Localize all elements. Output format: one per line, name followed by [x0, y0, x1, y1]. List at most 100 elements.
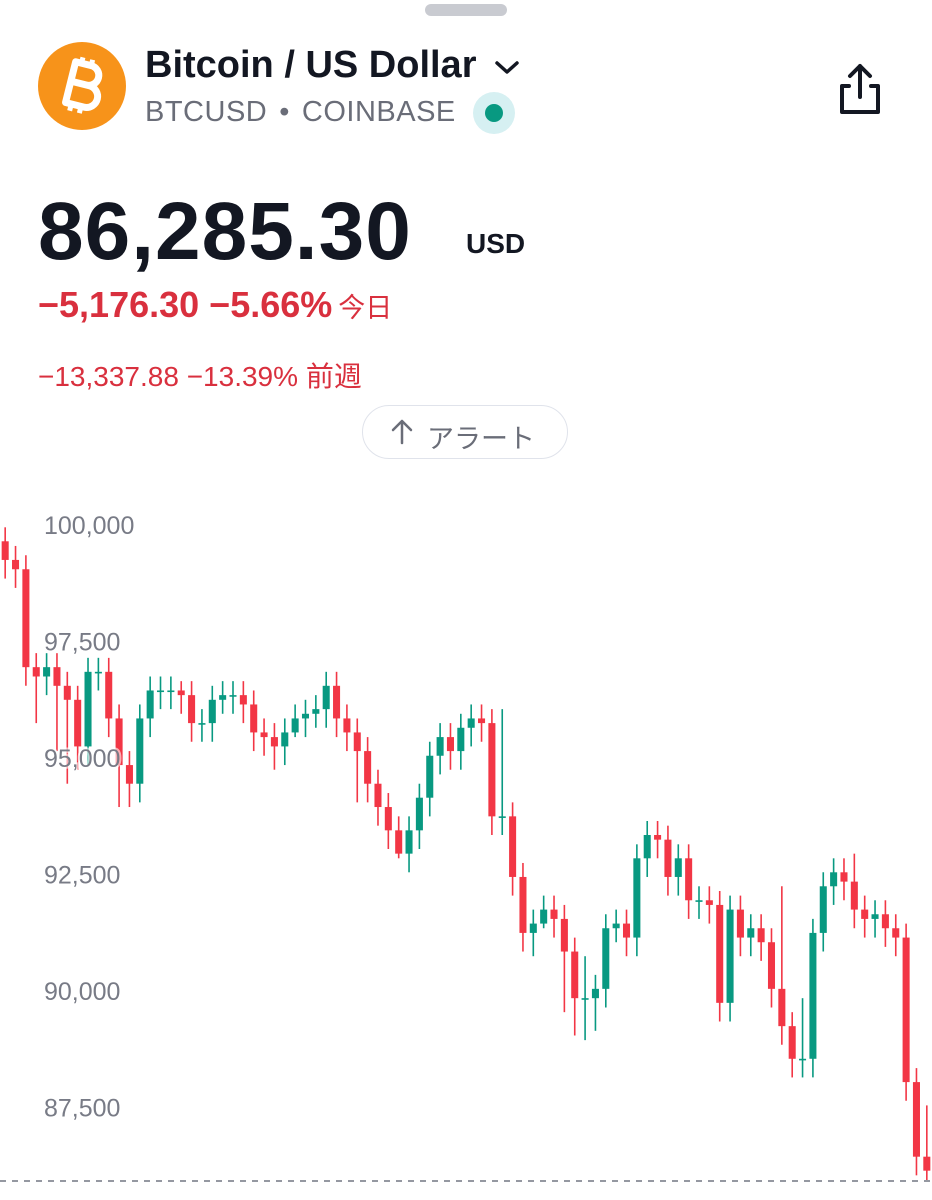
separator: • [279, 96, 290, 128]
ticker: BTCUSD [145, 96, 268, 128]
candle-body [43, 667, 51, 677]
bitcoin-logo [38, 42, 126, 130]
candle-body [850, 881, 858, 910]
candle-body [612, 923, 620, 929]
candle-body [778, 988, 786, 1027]
candle-body [809, 932, 817, 1059]
week-period: 前週 [305, 361, 362, 392]
candle-body [239, 695, 247, 705]
candle-body [343, 718, 351, 733]
candle-body [571, 951, 579, 999]
change-period: 今日 [338, 293, 393, 323]
candle-body [633, 858, 641, 938]
candle-body [156, 690, 165, 693]
symbol-title[interactable]: Bitcoin / US Dollar [145, 44, 477, 86]
y-tick-label: 90,000 [44, 978, 120, 1006]
drag-handle[interactable] [425, 4, 507, 16]
candle-body [674, 858, 682, 877]
week-change-percent: −13.39% [186, 361, 299, 392]
candle-body [912, 1082, 920, 1157]
candle-body [312, 709, 320, 714]
candle-body [892, 928, 900, 938]
candle-body [509, 816, 517, 877]
candle-body [115, 718, 123, 766]
candle-body [322, 685, 330, 710]
candle-body [457, 727, 465, 752]
weekly-change: −13,337.88 −13.39% 前週 [38, 355, 362, 395]
dropdown-chevron[interactable] [495, 61, 519, 74]
candle-body [291, 718, 299, 733]
share-icon[interactable] [840, 64, 880, 114]
candle-body [105, 671, 113, 719]
candle-body [1, 541, 9, 560]
candles [1, 527, 931, 1180]
candle-body [726, 909, 734, 1003]
candle-body [260, 732, 268, 738]
candle-body [270, 737, 278, 747]
candle-body [788, 1026, 796, 1059]
candle-body [716, 904, 724, 1003]
candle-body [333, 685, 341, 719]
candle-body [881, 914, 889, 929]
arrow-icon [391, 419, 413, 445]
candle-body [830, 872, 838, 887]
candle-body [281, 732, 289, 747]
candle-body [229, 695, 237, 697]
candle-body [32, 667, 40, 677]
change-value: −5,176.30 [38, 284, 200, 325]
candle-body [405, 830, 413, 854]
candle-body [550, 909, 558, 919]
candle-body [902, 937, 910, 1083]
week-change-value: −13,337.88 [38, 361, 179, 392]
candle-body [467, 718, 475, 728]
candle-body [654, 835, 662, 840]
candle-body [74, 699, 82, 747]
candle-body [840, 872, 848, 882]
candle-body [415, 797, 423, 831]
candle-body [426, 755, 434, 798]
candle-body [799, 1058, 807, 1061]
candle-body [767, 942, 776, 989]
candle-body [188, 695, 196, 724]
candle-body [384, 807, 392, 831]
candle-body [22, 569, 30, 668]
candle-body [871, 914, 879, 919]
candle-body [478, 718, 486, 724]
candle-body [923, 1156, 931, 1171]
candle-body [53, 667, 61, 686]
candle-body [819, 886, 827, 933]
y-tick-label: 95,000 [44, 745, 120, 773]
candle-body [602, 928, 610, 989]
candle-body [12, 559, 20, 570]
status-dot [485, 104, 503, 122]
alert-button[interactable]: アラート [362, 405, 568, 459]
candle-body [353, 732, 361, 752]
change-percent: −5.66% [209, 284, 333, 325]
candle-body [446, 737, 454, 752]
y-tick-label: 97,500 [44, 628, 120, 656]
y-tick-label: 92,500 [44, 862, 120, 890]
price: 86,285.30 [38, 186, 412, 277]
currency: USD [466, 228, 526, 259]
candle-body [208, 699, 216, 724]
y-tick-label: 100,000 [44, 512, 134, 540]
candle-body [395, 830, 403, 854]
candle-body [705, 900, 713, 905]
candle-body [94, 671, 102, 674]
candle-body [301, 713, 310, 719]
candle-body [591, 988, 599, 999]
symbol-subtitle: BTCUSD • COINBASE [145, 96, 456, 129]
candle-body [125, 765, 133, 784]
candle-body [436, 737, 444, 756]
candle-body [198, 723, 206, 725]
candle-body [757, 928, 765, 943]
candle-body [685, 858, 693, 901]
candle-body [560, 918, 568, 952]
candle-body [84, 671, 92, 747]
y-tick-label: 87,500 [44, 1095, 120, 1123]
candle-body [664, 839, 672, 877]
candle-body [219, 695, 227, 700]
candle-body [63, 685, 71, 700]
